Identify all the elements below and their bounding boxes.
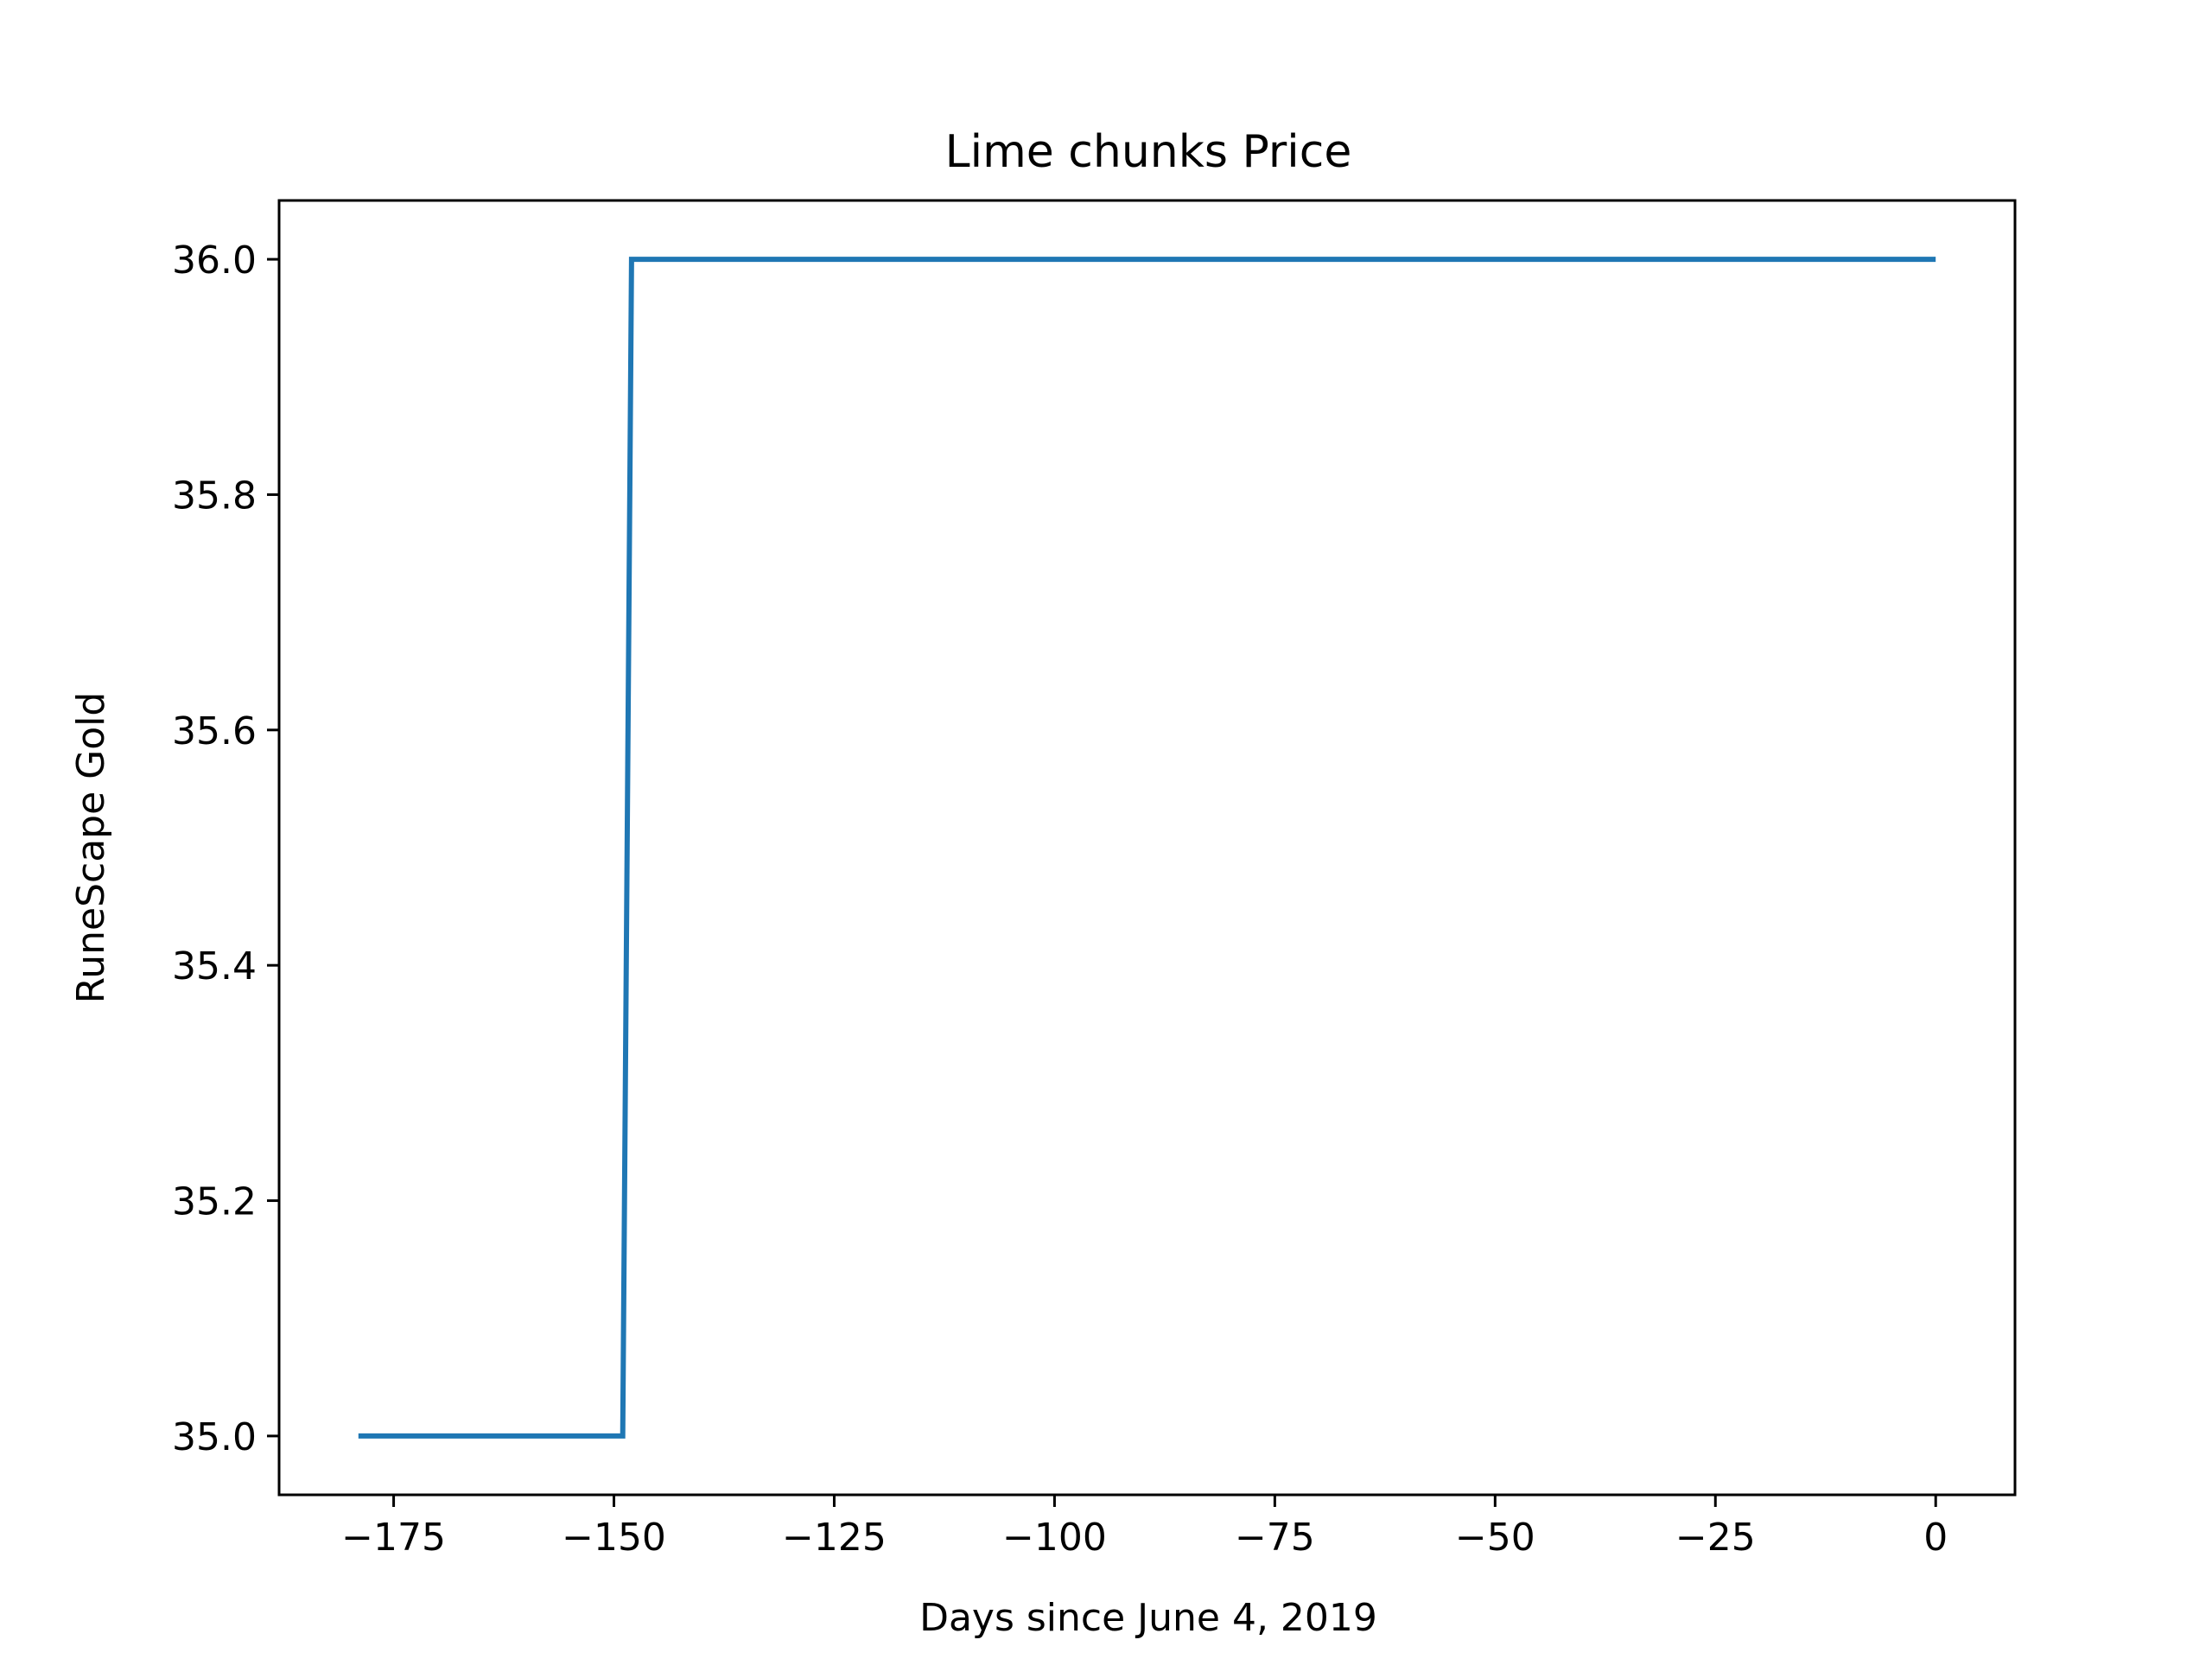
x-axis-ticks: −175 −150 −125 −100 −75 −50 −25 0 xyxy=(341,1495,1948,1560)
y-tick-label: 35.8 xyxy=(172,474,257,518)
y-tick-label: 35.0 xyxy=(172,1415,257,1459)
x-tick-label: −175 xyxy=(341,1516,446,1560)
x-tick-label: −100 xyxy=(1002,1516,1107,1560)
x-tick-label: 0 xyxy=(1923,1516,1948,1560)
x-tick-label: −125 xyxy=(782,1516,887,1560)
x-tick-label: −150 xyxy=(562,1516,666,1560)
y-axis-label: RuneScape Gold xyxy=(69,692,113,1004)
y-tick-label: 35.6 xyxy=(172,709,257,753)
y-tick-label: 35.4 xyxy=(172,944,257,988)
x-axis-label: Days since June 4, 2019 xyxy=(919,1596,1377,1640)
chart-title: Lime chunks Price xyxy=(945,126,1352,178)
plot-area xyxy=(358,257,1936,1439)
plot-frame xyxy=(277,199,2017,1497)
x-tick-label: −50 xyxy=(1455,1516,1535,1560)
series-line-0 xyxy=(358,257,1936,1439)
x-tick-label: −25 xyxy=(1675,1516,1756,1560)
y-tick-label: 35.2 xyxy=(172,1180,257,1224)
y-tick-label: 36.0 xyxy=(172,238,257,283)
y-axis-ticks: 35.0 35.2 35.4 35.6 35.8 36.0 xyxy=(172,238,279,1459)
x-tick-label: −75 xyxy=(1235,1516,1315,1560)
